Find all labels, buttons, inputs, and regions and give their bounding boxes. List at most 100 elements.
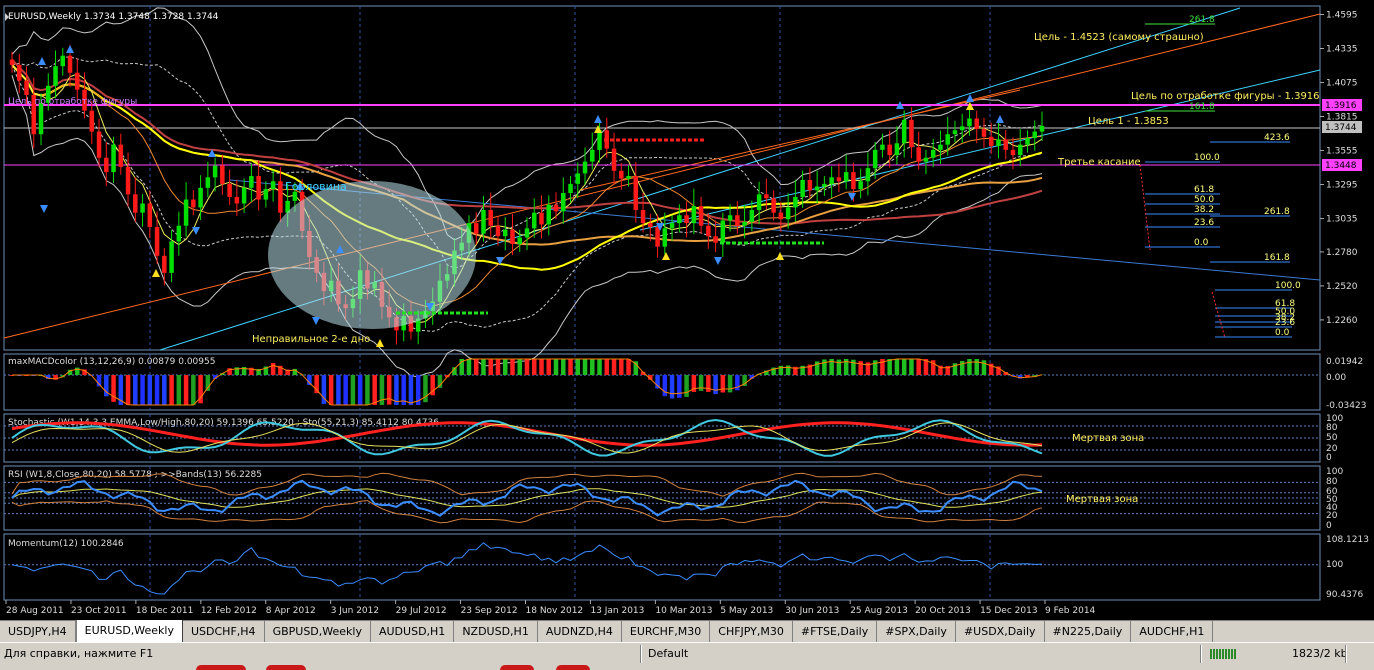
date-tick-label: 25 Aug 2013 xyxy=(850,606,908,616)
candle-body xyxy=(191,199,196,208)
macd-bar xyxy=(771,367,776,375)
momentum-line xyxy=(11,542,1043,595)
status-separator xyxy=(1345,645,1347,663)
candle-body xyxy=(67,55,73,73)
macd-bar xyxy=(328,375,334,405)
status-help-text: Для справки, нажмите F1 xyxy=(4,647,154,660)
macd-bar xyxy=(785,365,791,375)
status-traffic: 1823/2 kb xyxy=(1292,647,1348,660)
candle-body xyxy=(17,64,22,81)
taskbar-app-icon[interactable] xyxy=(266,665,306,670)
macd-bar xyxy=(887,359,892,375)
macd-bar xyxy=(597,359,602,375)
tab-usdchf-h4[interactable]: USDCHF,H4 xyxy=(183,621,265,642)
current-price-tag-bg xyxy=(1322,121,1362,133)
fib-level-label: 161.8 xyxy=(1189,102,1215,112)
taskbar-app-icon[interactable] xyxy=(196,665,246,670)
fib-lower-label: 0.0 xyxy=(1275,328,1290,338)
candle-body xyxy=(24,80,29,95)
candle-body xyxy=(909,119,914,148)
macd-bar xyxy=(104,375,109,397)
candle-body xyxy=(872,149,878,169)
macd-bar xyxy=(270,362,276,375)
macd-bar xyxy=(75,367,80,375)
tab-eurchf-m30[interactable]: EURCHF,M30 xyxy=(622,621,711,642)
macd-bar xyxy=(212,375,218,379)
macd-bar xyxy=(720,375,726,393)
fib-level-label: 261.8 xyxy=(1189,15,1215,25)
candle-body xyxy=(764,194,769,199)
candle-body xyxy=(916,147,921,162)
rsi-tick-label: 50 xyxy=(1326,495,1338,505)
tab--ftse-daily[interactable]: #FTSE,Daily xyxy=(793,621,878,642)
tab--spx-daily[interactable]: #SPX,Daily xyxy=(877,621,956,642)
candle-body xyxy=(611,148,617,171)
macd-bar xyxy=(481,359,486,375)
tab-nzdusd-h1[interactable]: NZDUSD,H1 xyxy=(454,621,538,642)
macd-bar xyxy=(365,375,370,405)
status-profile[interactable]: Default xyxy=(648,647,689,660)
candle-body xyxy=(843,172,849,182)
candle-body xyxy=(553,204,559,212)
candle-body xyxy=(851,172,856,190)
candle-body xyxy=(147,203,153,228)
candle-body xyxy=(249,176,254,188)
price-tick-label: 1.3035 xyxy=(1326,215,1358,225)
price-tick-label: 1.3815 xyxy=(1326,113,1358,123)
macd-bar xyxy=(430,375,435,396)
tab-usdjpy-h4[interactable]: USDJPY,H4 xyxy=(0,621,76,642)
trend-line-cyan-lower xyxy=(639,69,1321,231)
macd-bar xyxy=(532,359,537,375)
fractal-down-arrow xyxy=(848,193,856,201)
candle-body xyxy=(212,165,218,178)
macd-bar xyxy=(408,375,414,405)
macd-bar xyxy=(140,375,145,405)
fib-level-label: 0.0 xyxy=(1194,238,1209,248)
tab-gbpusd-weekly[interactable]: GBPUSD,Weekly xyxy=(265,621,371,642)
trend-line-orange xyxy=(3,13,1321,339)
taskbar-app-icon[interactable] xyxy=(500,665,534,670)
macd-bar xyxy=(1032,375,1037,378)
macd-bar xyxy=(894,359,900,375)
candle-body xyxy=(793,196,798,208)
macd-bar xyxy=(996,366,1001,375)
tab-audusd-h1[interactable]: AUDUSD,H1 xyxy=(371,621,455,642)
annotation-third-touch: Третье касание xyxy=(1057,157,1141,168)
tab-eurusd-weekly[interactable]: EURUSD,Weekly xyxy=(75,620,183,644)
tab-audchf-h1[interactable]: AUDCHF,H1 xyxy=(1131,621,1214,642)
taskbar-strip xyxy=(0,664,1374,670)
tab--usdx-daily[interactable]: #USDX,Daily xyxy=(956,621,1045,642)
fractal-down-arrow xyxy=(312,317,320,325)
macd-bar xyxy=(916,359,921,375)
candle-body xyxy=(822,183,827,187)
candle-body xyxy=(829,177,834,184)
candle-body xyxy=(727,215,733,221)
candle-body xyxy=(894,143,900,156)
macd-bar xyxy=(945,365,950,375)
macd-bar xyxy=(183,375,189,405)
macd-bar xyxy=(343,375,348,405)
tab--n225-daily[interactable]: #N225,Daily xyxy=(1045,621,1132,642)
tab-chfjpy-m30[interactable]: CHFJPY,M30 xyxy=(710,621,793,642)
stoch-tick-label: 50 xyxy=(1326,433,1338,443)
candle-body xyxy=(539,212,544,225)
tab-audnzd-h4[interactable]: AUDNZD,H4 xyxy=(538,621,622,642)
candle-body xyxy=(234,196,240,204)
candle-body xyxy=(858,181,863,190)
macd-bar xyxy=(553,359,559,375)
macd-tick-label: 0.01942 xyxy=(1326,357,1363,367)
fractal-down-arrow xyxy=(192,227,200,235)
candle-body xyxy=(684,215,689,224)
taskbar-app-icon[interactable] xyxy=(556,665,590,670)
price-tick-label: 1.3555 xyxy=(1326,147,1358,157)
macd-bar xyxy=(793,366,798,375)
candle-body xyxy=(285,200,290,213)
candle-body xyxy=(814,186,820,191)
chart-area[interactable]: maxMACDcolor (13,12,26,9) 0.00879 0.0095… xyxy=(0,0,1374,620)
candle-body xyxy=(930,149,936,158)
macd-bar xyxy=(626,359,631,375)
candle-body xyxy=(1010,149,1016,156)
candle-body xyxy=(82,89,87,111)
fractal-up-arrow xyxy=(66,45,74,53)
macd-bar xyxy=(713,375,718,395)
